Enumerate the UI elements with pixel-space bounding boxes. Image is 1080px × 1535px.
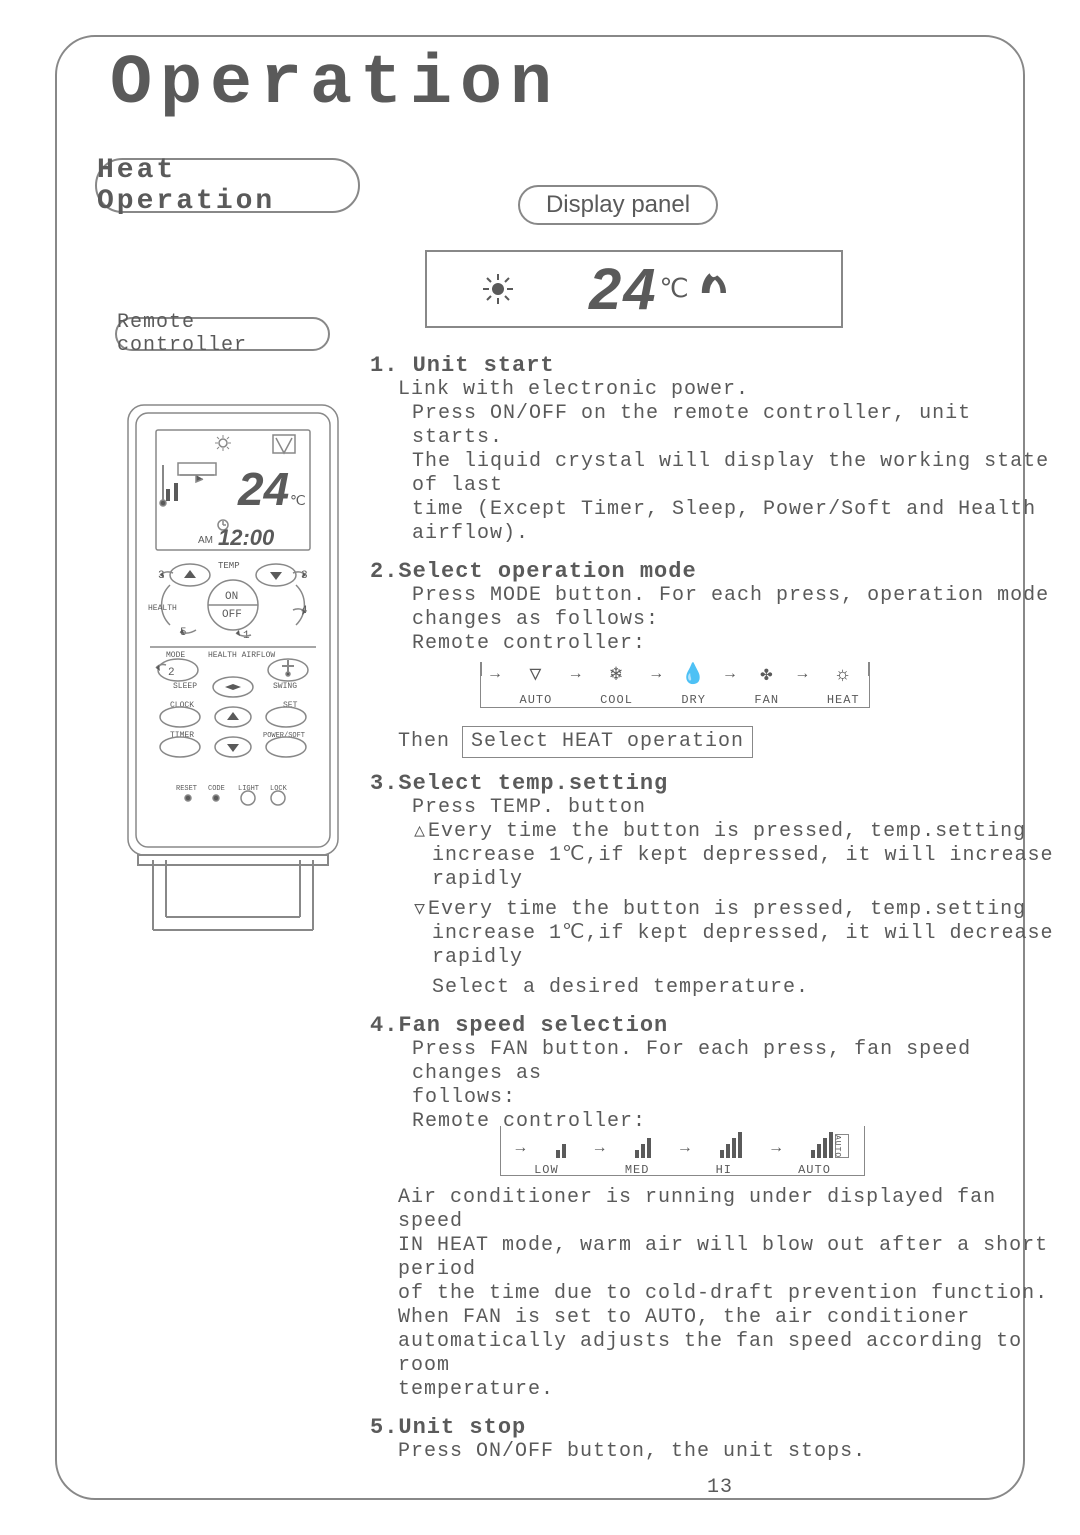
- display-unit: ℃: [660, 274, 689, 305]
- svg-text:HEALTH AIRFLOW: HEALTH AIRFLOW: [208, 651, 275, 660]
- s1-l2: Press ON/OFF on the remote controller, u…: [412, 402, 1070, 450]
- s3-l1: Press TEMP. button: [412, 796, 1070, 820]
- s2-l2: changes as follows:: [412, 608, 1070, 632]
- svg-text:SLEEP: SLEEP: [173, 682, 197, 691]
- s5-title: 5.Unit stop: [370, 1416, 1070, 1440]
- s1-title: 1. Unit start: [370, 354, 1070, 378]
- svg-text:CODE: CODE: [208, 785, 225, 793]
- s1-l4: time (Except Timer, Sleep, Power/Soft an…: [412, 498, 1070, 522]
- remote-am: AM: [198, 535, 213, 546]
- display-panel-label: Display panel: [518, 185, 718, 225]
- page-number: 13: [370, 1476, 1070, 1500]
- svg-text:TEMP: TEMP: [218, 561, 240, 571]
- remote-time: 12:00: [218, 525, 275, 550]
- s3-dn: ▽Every time the button is pressed, temp.…: [412, 898, 1070, 922]
- remote-controller-label: Remote controller: [115, 317, 330, 351]
- svg-text:RESET: RESET: [176, 785, 197, 793]
- svg-text:LIGHT: LIGHT: [238, 785, 259, 793]
- s3-up: △Every time the button is pressed, temp.…: [412, 820, 1070, 844]
- instructions: 1. Unit start Link with electronic power…: [370, 340, 1070, 1500]
- fan-flow-diagram: → → → → AUTO LOW MED HI AUTO: [500, 1126, 865, 1176]
- sun-icon: [482, 273, 514, 305]
- svg-text:SWING: SWING: [273, 682, 297, 691]
- svg-text:OFF: OFF: [222, 609, 242, 621]
- page-title: Operation: [110, 45, 560, 124]
- svg-text:2: 2: [168, 667, 175, 679]
- heat-mode-icon: [693, 260, 737, 318]
- display-panel: 24 ℃: [425, 250, 843, 328]
- s4-title: 4.Fan speed selection: [370, 1014, 1070, 1038]
- triangle-up-icon: △: [412, 820, 428, 844]
- s1-l1: Link with electronic power.: [398, 378, 1070, 402]
- s3-title: 3.Select temp.setting: [370, 772, 1070, 796]
- s1-l3: The liquid crystal will display the work…: [412, 450, 1070, 498]
- remote-temp: 24: [237, 463, 289, 515]
- svg-text:ON: ON: [225, 591, 238, 603]
- then-row: Then Select HEAT operation: [398, 726, 1070, 758]
- s1-l5: airflow).: [412, 522, 1070, 546]
- remote-controller-illustration: 24 ℃ AM 12:00 TEMP ON OFF HEALTH 3 3 4 5…: [118, 395, 348, 935]
- s2-title: 2.Select operation mode: [370, 560, 1070, 584]
- s2-l1: Press MODE button. For each press, opera…: [412, 584, 1070, 608]
- triangle-down-icon: ▽: [412, 898, 428, 922]
- heat-operation-label: Heat Operation: [95, 158, 360, 213]
- s2-l3: Remote controller:: [412, 632, 1070, 656]
- mode-flow-diagram: → ▽AUTO → ❄COOL → 💧DRY → ✤FAN → ☼HEAT: [480, 662, 870, 708]
- svg-text:℃: ℃: [290, 492, 306, 508]
- svg-text:HEALTH: HEALTH: [148, 604, 177, 613]
- display-temp: 24: [589, 256, 658, 323]
